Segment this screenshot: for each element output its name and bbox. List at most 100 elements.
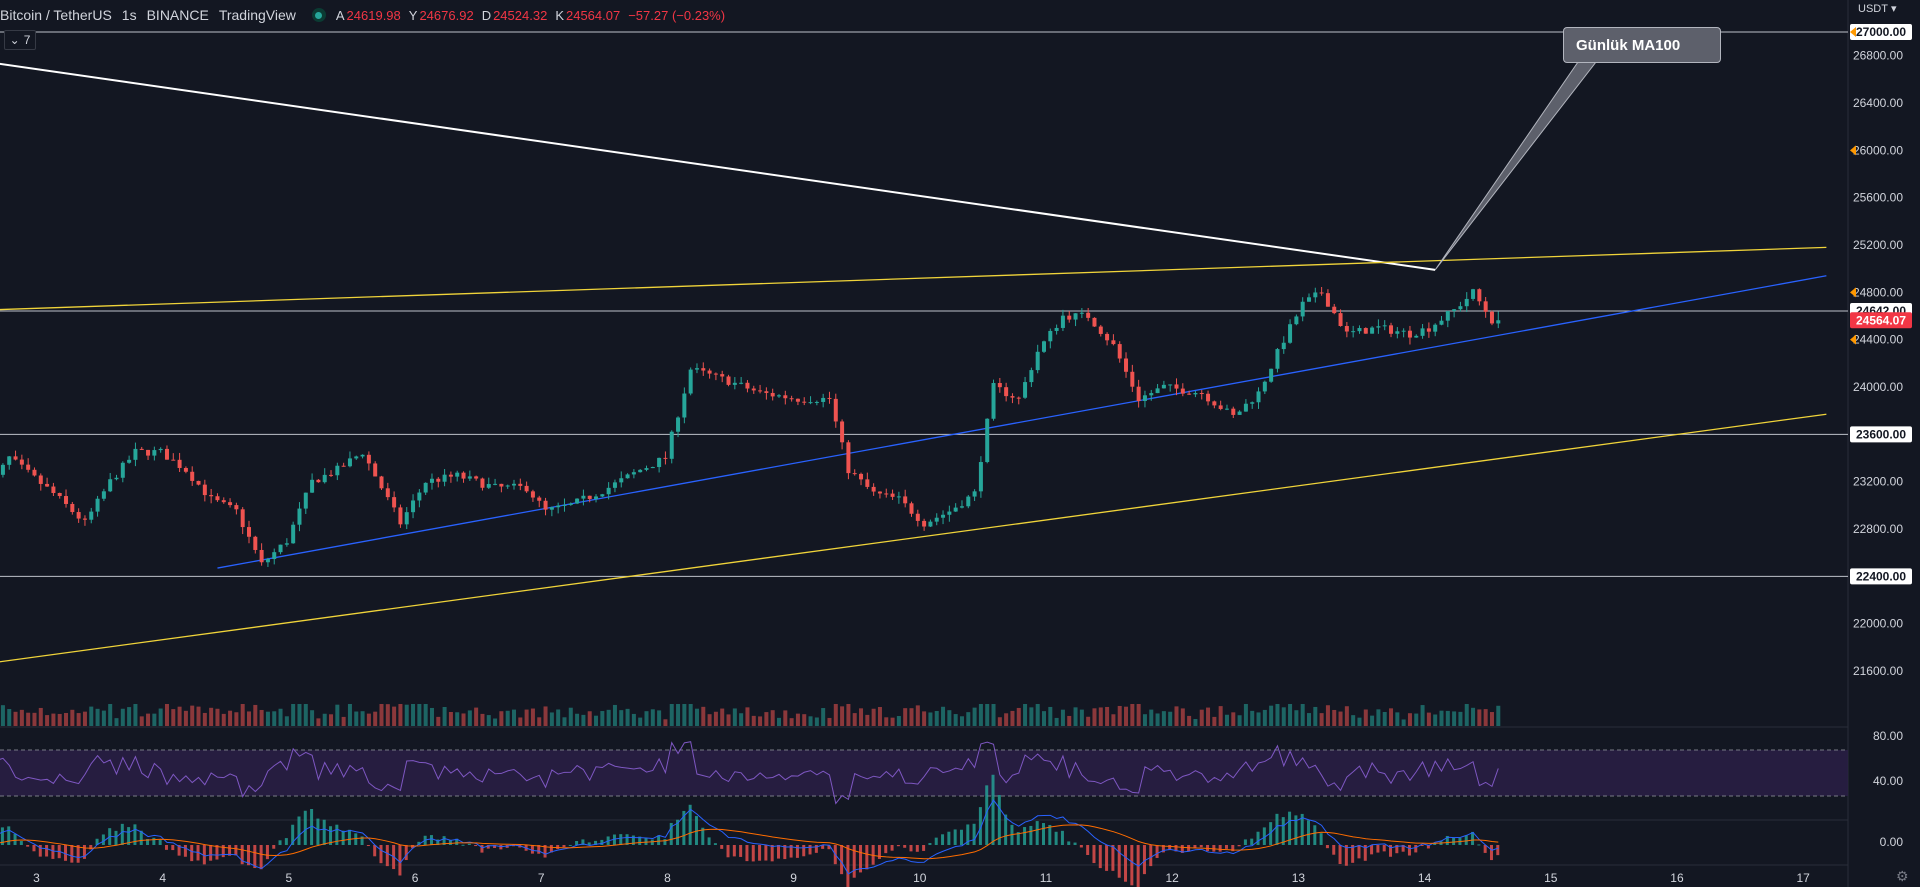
macd-histogram-bar (1130, 845, 1134, 886)
macd-histogram-bar (486, 845, 490, 849)
annotation-callout[interactable]: Günlük MA100 (1563, 27, 1721, 63)
volume-bar (682, 704, 687, 726)
candle-body (411, 500, 416, 513)
interval-label[interactable]: 1s (121, 7, 137, 23)
macd-histogram-bar (739, 845, 743, 857)
candle-body (366, 454, 371, 464)
candle-body (64, 496, 69, 504)
trend-line (0, 413, 1827, 663)
volume-bar (448, 711, 453, 726)
macd-histogram-bar (947, 831, 951, 845)
volume-bar (1382, 711, 1387, 726)
time-tick-label: 9 (790, 871, 797, 885)
macd-tick-label: 0.00 (1880, 835, 1904, 849)
candle-body (474, 476, 479, 479)
candle-body (1079, 312, 1084, 314)
candle-body (1250, 402, 1255, 404)
candle-body (1464, 298, 1469, 307)
macd-histogram-bar (941, 834, 945, 845)
volume-bar (215, 708, 220, 726)
macd-histogram-bar (1445, 835, 1449, 845)
macd-histogram-bar (209, 845, 213, 861)
macd-histogram-bar (922, 845, 926, 851)
macd-histogram-bar (537, 845, 541, 854)
volume-bar (1275, 704, 1280, 726)
volume-bar (865, 714, 870, 726)
volume-bar (1224, 714, 1229, 726)
volume-bar (745, 707, 750, 726)
candle-body (1477, 289, 1482, 302)
macd-histogram-bar (1161, 845, 1165, 853)
macd-histogram-bar (411, 845, 415, 849)
candle-body (732, 382, 737, 385)
candle-body (448, 474, 453, 477)
macd-histogram-bar (0, 827, 4, 845)
volume-bar (739, 713, 744, 726)
symbol-name[interactable]: Bitcoin / TetherUS (0, 7, 112, 23)
macd-histogram-bar (543, 845, 547, 858)
macd-histogram-bar (436, 839, 440, 845)
macd-histogram-bar (1319, 833, 1323, 845)
candle-body (562, 504, 567, 506)
candle-body (1060, 315, 1065, 328)
candle-body (70, 503, 75, 513)
volume-bar (259, 709, 264, 726)
candle-body (1307, 297, 1311, 302)
volume-bar (417, 704, 422, 726)
macd-histogram-bar (852, 845, 856, 878)
macd-histogram-bar (404, 845, 408, 861)
macd-histogram-bar (373, 845, 377, 857)
macd-histogram-bar (840, 845, 844, 875)
macd-histogram-bar (1262, 827, 1266, 845)
candle-body (852, 473, 857, 475)
volume-bar (347, 704, 352, 726)
candle-body (1155, 388, 1160, 394)
candle-body (209, 495, 214, 497)
macd-histogram-bar (1029, 825, 1033, 845)
candle-body (341, 465, 346, 467)
time-tick-label: 6 (412, 871, 419, 885)
volume-bar (392, 706, 397, 726)
volume-bar (852, 713, 857, 726)
volume-bar (385, 704, 390, 726)
candle-body (694, 368, 699, 370)
volume-bar (139, 716, 144, 726)
volume-bar (1363, 709, 1368, 726)
candle-body (676, 417, 681, 432)
macd-histogram-bar (991, 774, 995, 845)
volume-bar (972, 707, 977, 726)
currency-selector[interactable]: USDT ▾ (1858, 2, 1896, 16)
candle-body (1256, 391, 1261, 403)
volume-bar (1281, 707, 1286, 726)
candle-body (436, 478, 441, 482)
alert-arrow-icon (1850, 334, 1856, 345)
macd-histogram-bar (240, 845, 244, 865)
macd-histogram-bar (32, 845, 36, 852)
candle-body (335, 465, 340, 476)
candle-body (455, 472, 460, 477)
volume-bar (909, 708, 914, 726)
candle-body (139, 448, 144, 450)
volume-bar (1420, 705, 1425, 726)
macd-histogram-bar (701, 827, 705, 845)
candle-body (114, 477, 119, 480)
macd-histogram-bar (1193, 845, 1197, 849)
volume-bar (127, 707, 132, 726)
candle-body (1294, 316, 1299, 325)
macd-histogram-bar (1042, 823, 1045, 845)
indicators-toggle-button[interactable]: ⌄ 7 (4, 30, 36, 50)
volume-bar (1035, 704, 1040, 726)
time-tick-label: 8 (664, 871, 671, 885)
candle-body (985, 418, 990, 463)
macd-histogram-bar (1237, 845, 1241, 847)
settings-gear-icon[interactable]: ⚙ (1896, 868, 1909, 884)
candle-body (833, 398, 838, 422)
volume-bar (404, 704, 409, 726)
candle-body (1180, 388, 1185, 394)
source-label: TradingView (218, 7, 296, 23)
macd-histogram-bar (347, 829, 351, 845)
volume-bar (1092, 708, 1097, 726)
candle-body (1048, 330, 1053, 342)
volume-bar (26, 712, 31, 726)
